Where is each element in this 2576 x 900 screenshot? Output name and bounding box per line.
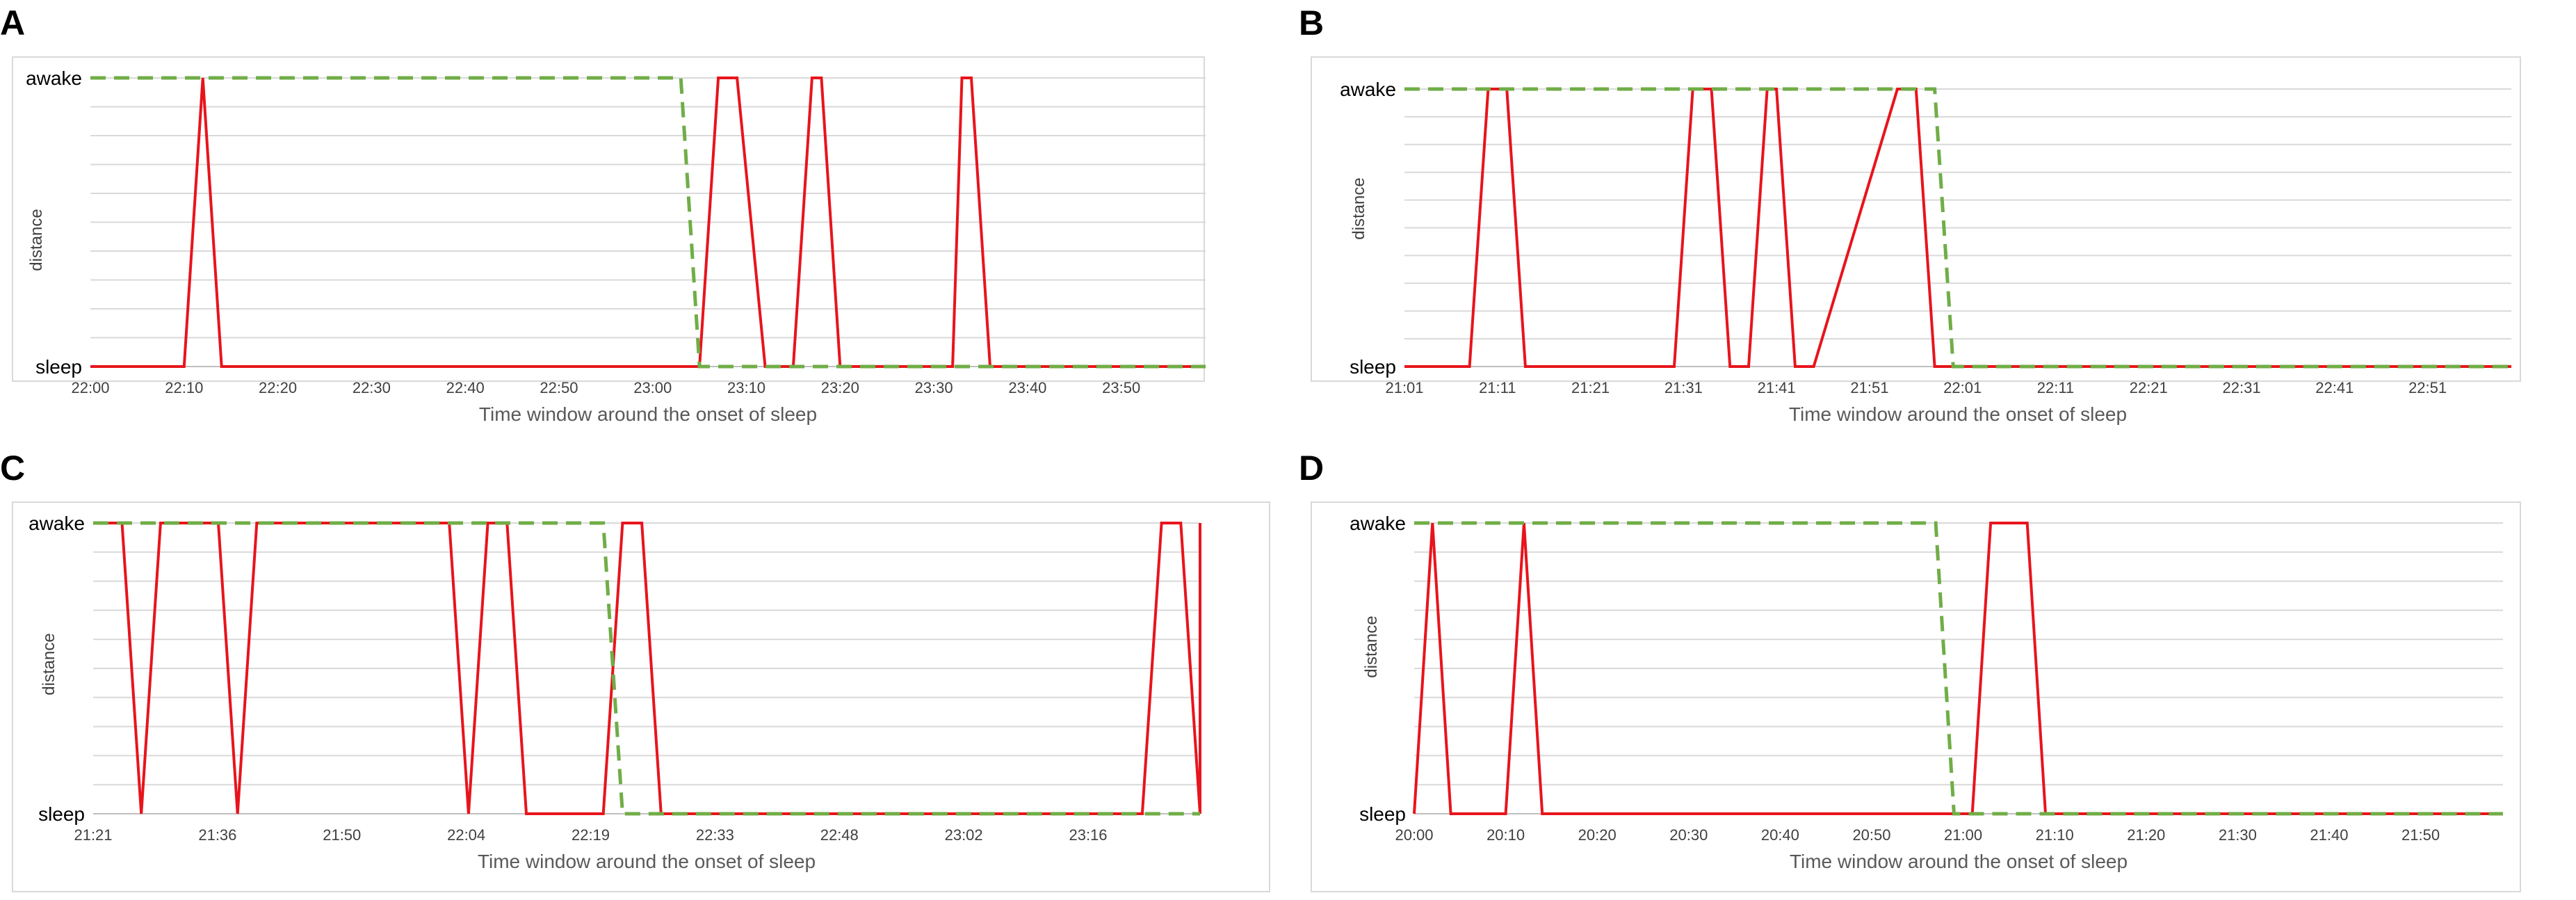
y-label-sleep: sleep — [1359, 803, 1406, 825]
x-tick-label: 20:10 — [1487, 826, 1525, 844]
x-tick-label: 23:20 — [821, 379, 859, 396]
x-tick-label: 23:10 — [727, 379, 765, 396]
x-tick-label: 21:51 — [1850, 379, 1888, 396]
x-tick-label: 23:30 — [915, 379, 953, 396]
x-tick-label: 20:50 — [1852, 826, 1890, 844]
panel-letter: A — [0, 3, 25, 42]
x-tick-label: 22:01 — [1943, 379, 1982, 396]
x-tick-label: 22:31 — [2223, 379, 2261, 396]
x-tick-label: 23:02 — [945, 826, 983, 844]
x-tick-label: 22:51 — [2408, 379, 2447, 396]
x-tick-label: 21:00 — [1944, 826, 1982, 844]
x-tick-label: 21:40 — [2310, 826, 2348, 844]
series-line-dashed — [93, 521, 1200, 816]
y-axis-title: distance — [27, 209, 46, 271]
y-label-sleep: sleep — [1350, 356, 1396, 378]
x-tick-label: 21:10 — [2036, 826, 2074, 844]
x-tick-label: 22:40 — [446, 379, 485, 396]
x-tick-label: 22:21 — [2130, 379, 2168, 396]
x-tick-label: 21:01 — [1385, 379, 1423, 396]
y-axis-title: distance — [40, 633, 58, 695]
x-axis-title: Time window around the onset of sleep — [1790, 851, 2128, 872]
y-label-sleep: sleep — [35, 356, 82, 378]
x-tick-label: 22:04 — [447, 826, 485, 844]
x-tick-label: 22:10 — [165, 379, 203, 396]
series-line-dashed — [90, 76, 1206, 369]
x-tick-label: 21:30 — [2219, 826, 2257, 844]
x-tick-label: 22:41 — [2315, 379, 2354, 396]
x-tick-label: 23:16 — [1069, 826, 1107, 844]
x-tick-label: 20:00 — [1395, 826, 1433, 844]
x-tick-label: 20:20 — [1578, 826, 1617, 844]
x-axis-title: Time window around the onset of sleep — [479, 403, 817, 425]
y-label-awake: awake — [1350, 513, 1406, 534]
panel-letter: C — [0, 449, 25, 488]
x-tick-label: 23:40 — [1008, 379, 1046, 396]
y-label-awake: awake — [1340, 79, 1396, 100]
x-tick-label: 21:50 — [2401, 826, 2440, 844]
series-line-dashed — [1404, 87, 2511, 369]
x-tick-label: 23:50 — [1102, 379, 1140, 396]
y-label-awake: awake — [29, 513, 85, 534]
x-tick-label: 21:36 — [198, 826, 236, 844]
y-label-sleep: sleep — [38, 803, 85, 825]
x-tick-label: 21:21 — [74, 826, 112, 844]
x-tick-label: 22:30 — [353, 379, 391, 396]
x-tick-label: 21:50 — [323, 826, 361, 844]
y-label-awake: awake — [26, 67, 82, 89]
chart-frame — [12, 56, 1205, 382]
x-tick-label: 21:41 — [1758, 379, 1796, 396]
x-tick-label: 20:40 — [1761, 826, 1799, 844]
x-tick-label: 23:00 — [633, 379, 672, 396]
chart-frame — [1311, 56, 2521, 382]
x-tick-label: 21:20 — [2127, 826, 2165, 844]
x-tick-label: 22:19 — [572, 826, 610, 844]
x-tick-label: 22:20 — [259, 379, 297, 396]
x-tick-label: 22:33 — [696, 826, 734, 844]
x-tick-label: 22:00 — [71, 379, 109, 396]
x-axis-title: Time window around the onset of sleep — [1789, 403, 2127, 425]
y-axis-title: distance — [1350, 177, 1368, 239]
panel-letter: D — [1299, 449, 1324, 488]
series-line-solid — [1413, 522, 2503, 815]
series-line-dashed — [1414, 521, 2503, 816]
x-tick-label: 22:50 — [540, 379, 578, 396]
x-tick-label: 21:31 — [1664, 379, 1703, 396]
x-axis-title: Time window around the onset of sleep — [478, 851, 816, 872]
x-tick-label: 20:30 — [1669, 826, 1708, 844]
x-tick-label: 22:48 — [820, 826, 859, 844]
panel-letter: B — [1299, 3, 1324, 42]
x-tick-label: 21:11 — [1479, 379, 1516, 396]
x-tick-label: 21:21 — [1571, 379, 1610, 396]
series-line-solid — [93, 522, 1201, 815]
x-tick-label: 22:11 — [2037, 379, 2074, 396]
y-axis-title: distance — [1362, 616, 1381, 677]
